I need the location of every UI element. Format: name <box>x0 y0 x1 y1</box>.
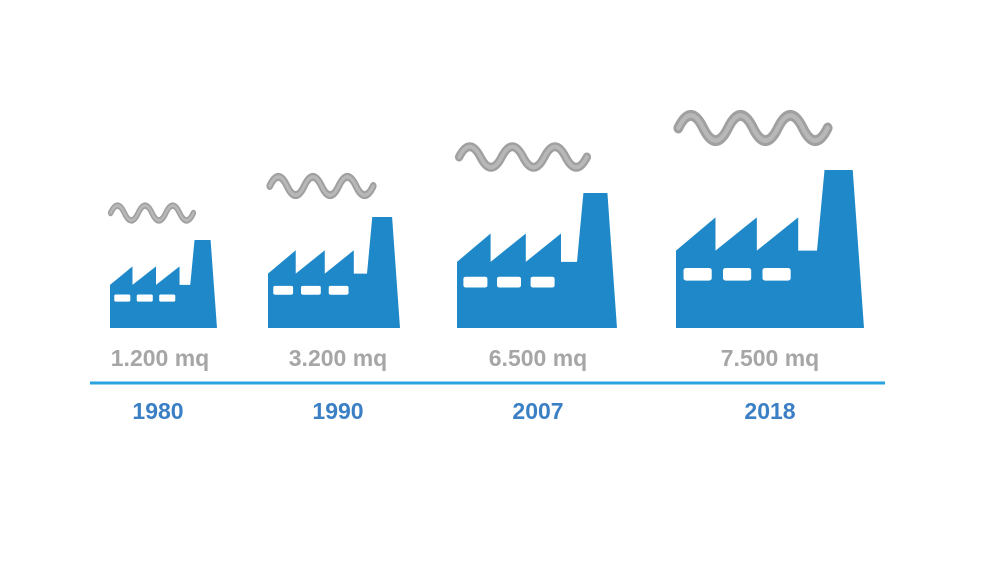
factory-icon <box>110 240 217 328</box>
factory-icon <box>268 217 400 328</box>
area-label: 1.200 mq <box>111 345 209 371</box>
year-label: 1980 <box>132 398 183 424</box>
smoke <box>459 147 587 168</box>
area-label: 3.200 mq <box>289 345 387 371</box>
smoke <box>678 115 827 140</box>
smoke <box>270 177 374 195</box>
factory-icon <box>676 170 864 328</box>
year-label: 2018 <box>744 398 795 424</box>
area-label: 7.500 mq <box>721 345 819 371</box>
year-label: 2007 <box>512 398 563 424</box>
factory-icon <box>457 193 617 328</box>
area-label: 6.500 mq <box>489 345 587 371</box>
smoke <box>111 206 194 221</box>
year-label: 1990 <box>312 398 363 424</box>
